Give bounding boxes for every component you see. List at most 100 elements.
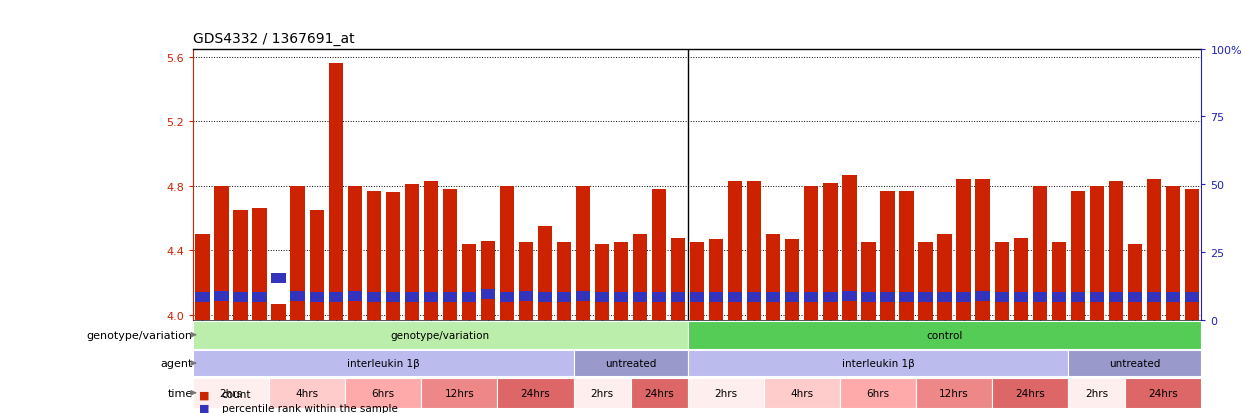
Bar	[671, 238, 685, 320]
Bar	[1128, 244, 1142, 320]
Bar	[899, 293, 914, 302]
Bar	[614, 293, 629, 302]
Bar	[443, 293, 457, 302]
Bar	[766, 293, 781, 302]
Bar	[687, 321, 1201, 349]
Bar	[253, 293, 266, 302]
Bar	[481, 241, 496, 320]
Bar	[840, 378, 916, 408]
Bar	[214, 186, 229, 320]
Bar	[862, 243, 875, 320]
Bar	[271, 304, 286, 320]
Bar	[269, 378, 345, 408]
Bar	[462, 293, 476, 302]
Bar	[557, 243, 571, 320]
Text: 24hrs: 24hrs	[520, 388, 550, 398]
Bar	[423, 182, 438, 320]
Text: interleukin 1β: interleukin 1β	[842, 358, 914, 368]
Bar	[481, 290, 496, 299]
Bar	[421, 378, 498, 408]
Bar	[632, 293, 647, 302]
Bar	[499, 186, 514, 320]
Text: GDS4332 / 1367691_at: GDS4332 / 1367691_at	[193, 31, 355, 45]
Bar	[1032, 186, 1047, 320]
Bar	[880, 191, 895, 320]
Bar	[710, 240, 723, 320]
Bar	[862, 293, 875, 302]
Bar	[766, 235, 781, 320]
Bar	[1185, 293, 1199, 302]
Bar	[710, 293, 723, 302]
Text: 24hrs: 24hrs	[1016, 388, 1045, 398]
Bar	[557, 293, 571, 302]
Bar	[1071, 293, 1084, 302]
Bar	[632, 235, 647, 320]
Bar	[995, 293, 1008, 302]
Text: 4hrs: 4hrs	[295, 388, 319, 398]
Bar	[498, 378, 574, 408]
Bar	[1185, 190, 1199, 320]
Bar	[690, 243, 705, 320]
Bar	[747, 182, 762, 320]
Bar	[880, 293, 895, 302]
Bar	[366, 293, 381, 302]
Bar	[1089, 186, 1104, 320]
Bar	[786, 293, 799, 302]
Bar	[271, 273, 286, 283]
Bar	[574, 351, 687, 376]
Bar	[1165, 186, 1180, 320]
Bar	[347, 186, 362, 320]
Bar	[386, 293, 400, 302]
Bar	[671, 293, 685, 302]
Bar	[519, 291, 533, 301]
Bar	[576, 186, 590, 320]
Bar	[1071, 191, 1084, 320]
Bar	[193, 378, 269, 408]
Bar	[899, 191, 914, 320]
Bar	[329, 293, 342, 302]
Bar	[919, 243, 933, 320]
Bar	[823, 293, 838, 302]
Bar	[687, 378, 763, 408]
Bar	[843, 175, 857, 320]
Bar	[574, 378, 631, 408]
Text: interleukin 1β: interleukin 1β	[347, 358, 420, 368]
Bar	[1052, 243, 1066, 320]
Bar	[1108, 182, 1123, 320]
Text: 2hrs: 2hrs	[219, 388, 243, 398]
Bar	[538, 227, 552, 320]
Bar	[253, 209, 266, 320]
Bar	[1125, 378, 1201, 408]
Bar	[290, 291, 305, 301]
Bar	[763, 378, 840, 408]
Text: 6hrs: 6hrs	[867, 388, 889, 398]
Bar	[631, 378, 687, 408]
Text: 6hrs: 6hrs	[372, 388, 395, 398]
Bar	[1147, 180, 1162, 320]
Bar	[1108, 293, 1123, 302]
Bar	[916, 378, 992, 408]
Bar	[576, 291, 590, 301]
Text: ■: ■	[199, 403, 209, 413]
Bar	[992, 378, 1068, 408]
Text: control: control	[926, 330, 962, 340]
Bar	[919, 293, 933, 302]
Bar	[347, 291, 362, 301]
Bar	[366, 191, 381, 320]
Bar	[423, 293, 438, 302]
Bar	[728, 293, 742, 302]
Bar	[195, 293, 209, 302]
Bar	[652, 293, 666, 302]
Bar	[1032, 293, 1047, 302]
Bar	[956, 180, 971, 320]
Bar	[193, 351, 574, 376]
Text: genotype/variation: genotype/variation	[87, 330, 193, 340]
Bar	[499, 293, 514, 302]
Bar	[976, 291, 990, 301]
Bar	[652, 190, 666, 320]
Text: 4hrs: 4hrs	[791, 388, 813, 398]
Text: 12hrs: 12hrs	[444, 388, 474, 398]
Text: genotype/variation: genotype/variation	[391, 330, 489, 340]
Bar	[937, 235, 951, 320]
Bar	[1052, 293, 1066, 302]
